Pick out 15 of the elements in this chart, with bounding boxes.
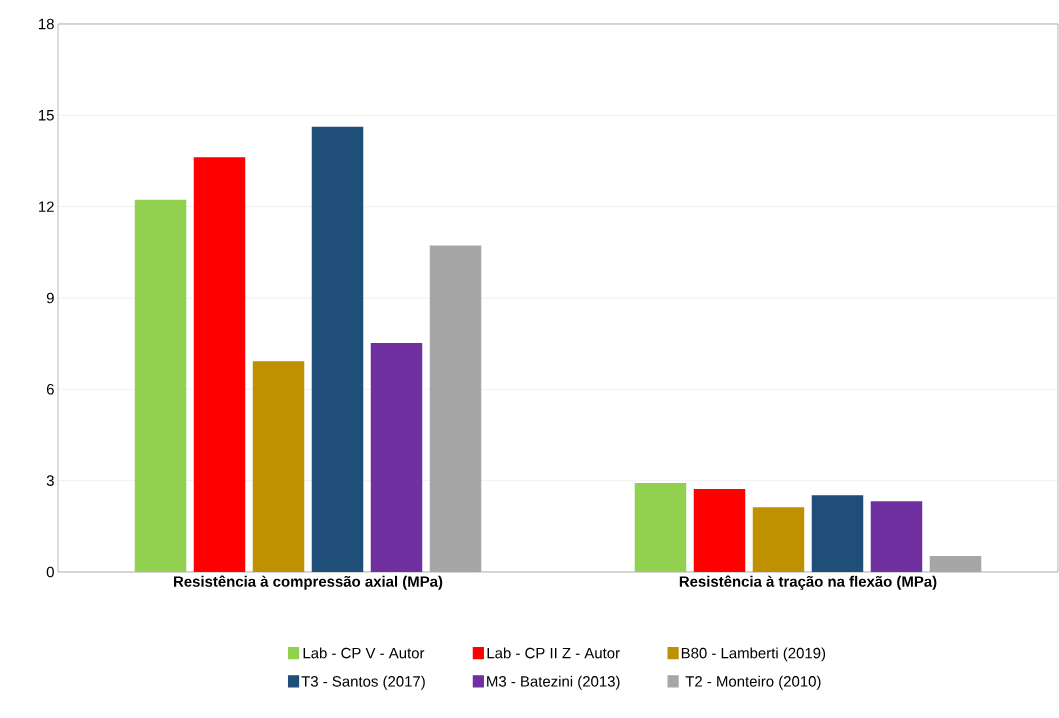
- legend-label: T2 - Monteiro (2010): [685, 675, 821, 690]
- legend-label: Lab - CP V - Autor: [303, 647, 425, 659]
- y-tick-label: 9: [46, 292, 54, 304]
- legend-label: Lab - CP II Z - Autor: [487, 647, 620, 659]
- y-tick-label: 3: [46, 475, 54, 486]
- legend-label: B80 - Lamberti (2019): [681, 647, 826, 662]
- legend-label: T3 - Santos (2017): [301, 675, 425, 690]
- legend-label: M3 - Batezini (2013): [487, 675, 620, 690]
- y-tick-label: 18: [39, 18, 54, 30]
- x-tick-label: Resistência à compressão axial (MPa): [174, 575, 443, 590]
- y-tick-label: 15: [39, 110, 54, 121]
- y-tick-label: 12: [39, 201, 54, 212]
- y-tick-label: 0: [46, 566, 54, 578]
- y-tick-label: 6: [46, 384, 54, 395]
- x-tick-label: Resistência à tração na flexão (MPa): [679, 575, 937, 590]
